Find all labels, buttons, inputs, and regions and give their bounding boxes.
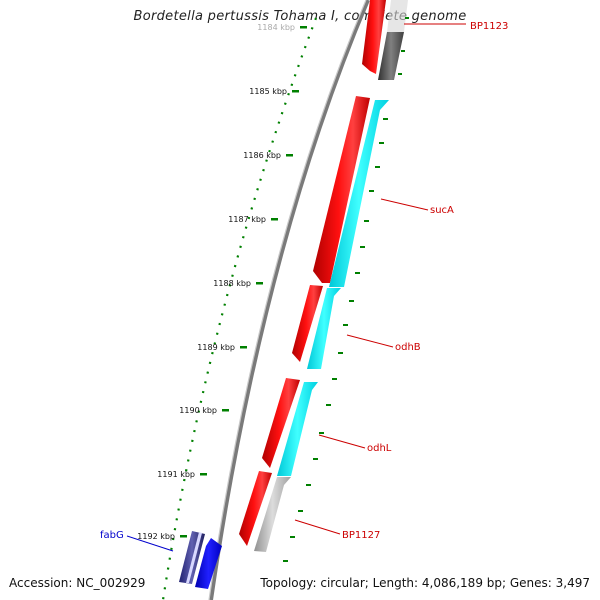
scale-major-tick — [222, 409, 229, 412]
scale-major-tick — [286, 154, 293, 157]
gene-odhB-forward-arrow[interactable] — [292, 285, 323, 362]
scale-label: 1191 kbp — [157, 470, 195, 479]
gene-label-sucA[interactable]: sucA — [430, 205, 454, 216]
scale-label: 1189 kbp — [197, 343, 235, 352]
strand-tick — [290, 536, 295, 538]
strand-tick — [383, 118, 388, 120]
strand-tick — [326, 404, 331, 406]
strand-tick — [319, 432, 324, 434]
gene-odhB-reverse-arrow[interactable] — [307, 288, 341, 369]
leader-sucA — [380, 198, 429, 211]
gene-label-BP1127[interactable]: BP1127 — [342, 530, 380, 541]
scale-major-tick — [292, 90, 299, 93]
strand-tick — [306, 484, 311, 486]
gene-sucA-forward-arrow[interactable] — [313, 96, 370, 283]
scale-label: 1192 kbp — [137, 532, 175, 541]
strand-tick — [360, 246, 365, 248]
strand-tick — [283, 560, 288, 562]
scale-major-tick — [256, 282, 263, 285]
gene-blue-forward-arrow[interactable] — [195, 538, 222, 589]
leader-BP1127 — [294, 519, 341, 535]
scale-dotted-line — [161, 17, 318, 600]
strand-tick — [332, 378, 337, 380]
genome-backbone — [209, 0, 370, 600]
gene-label-BP1123[interactable]: BP1123 — [470, 21, 508, 32]
strand-tick — [369, 190, 374, 192]
leader-odhL — [318, 434, 366, 449]
gene-BP1123-reverse-tail[interactable] — [387, 0, 408, 32]
strand-tick — [355, 272, 360, 274]
gene-label-fabG[interactable]: fabG — [100, 530, 124, 541]
gene-sucA-reverse-arrow[interactable] — [329, 100, 389, 287]
scale-label: 1190 kbp — [179, 406, 217, 415]
scale-major-tick — [271, 218, 278, 221]
gene-BP1123-reverse-arrow[interactable] — [378, 32, 404, 80]
strand-tick — [298, 510, 303, 512]
strand-tick — [379, 142, 384, 144]
leader-fabG — [126, 535, 174, 552]
gene-label-odhL[interactable]: odhL — [367, 443, 392, 454]
gene-odhL-forward-arrow[interactable] — [262, 378, 300, 468]
strand-tick — [338, 352, 343, 354]
gene-odhL-reverse-arrow[interactable] — [277, 382, 318, 476]
scale-major-tick — [200, 473, 207, 476]
gene-fabG-stripe — [186, 532, 202, 583]
strand-tick — [405, 17, 409, 19]
strand-tick — [343, 324, 348, 326]
gene-BP1127-forward-arrow[interactable] — [239, 471, 272, 546]
gene-BP1123-forward-arrow[interactable] — [362, 0, 386, 74]
accession-text: Accession: NC_002929 — [9, 576, 146, 590]
scale-label: 1184 kbp — [257, 23, 295, 32]
genome-backbone-highlight — [208, 0, 367, 600]
gene-BP1127-reverse-arrow[interactable] — [254, 477, 291, 552]
leader-odhB — [346, 334, 394, 348]
strand-tick — [349, 300, 354, 302]
strand-tick — [375, 166, 380, 168]
strand-tick — [398, 73, 402, 75]
strand-tick — [364, 220, 369, 222]
scale-label: 1188 kbp — [213, 279, 251, 288]
scale-major-tick — [240, 346, 247, 349]
scale-major-tick — [300, 26, 307, 29]
scale-label: 1187 kbp — [228, 215, 266, 224]
strand-tick — [313, 458, 318, 460]
strand-tick — [401, 50, 405, 52]
scale-label: 1186 kbp — [243, 151, 281, 160]
scale-label: 1185 kbp — [249, 87, 287, 96]
genome-summary-text: Topology: circular; Length: 4,086,189 bp… — [260, 576, 590, 590]
scale-major-tick — [180, 535, 187, 538]
gene-label-odhB[interactable]: odhB — [395, 342, 421, 353]
